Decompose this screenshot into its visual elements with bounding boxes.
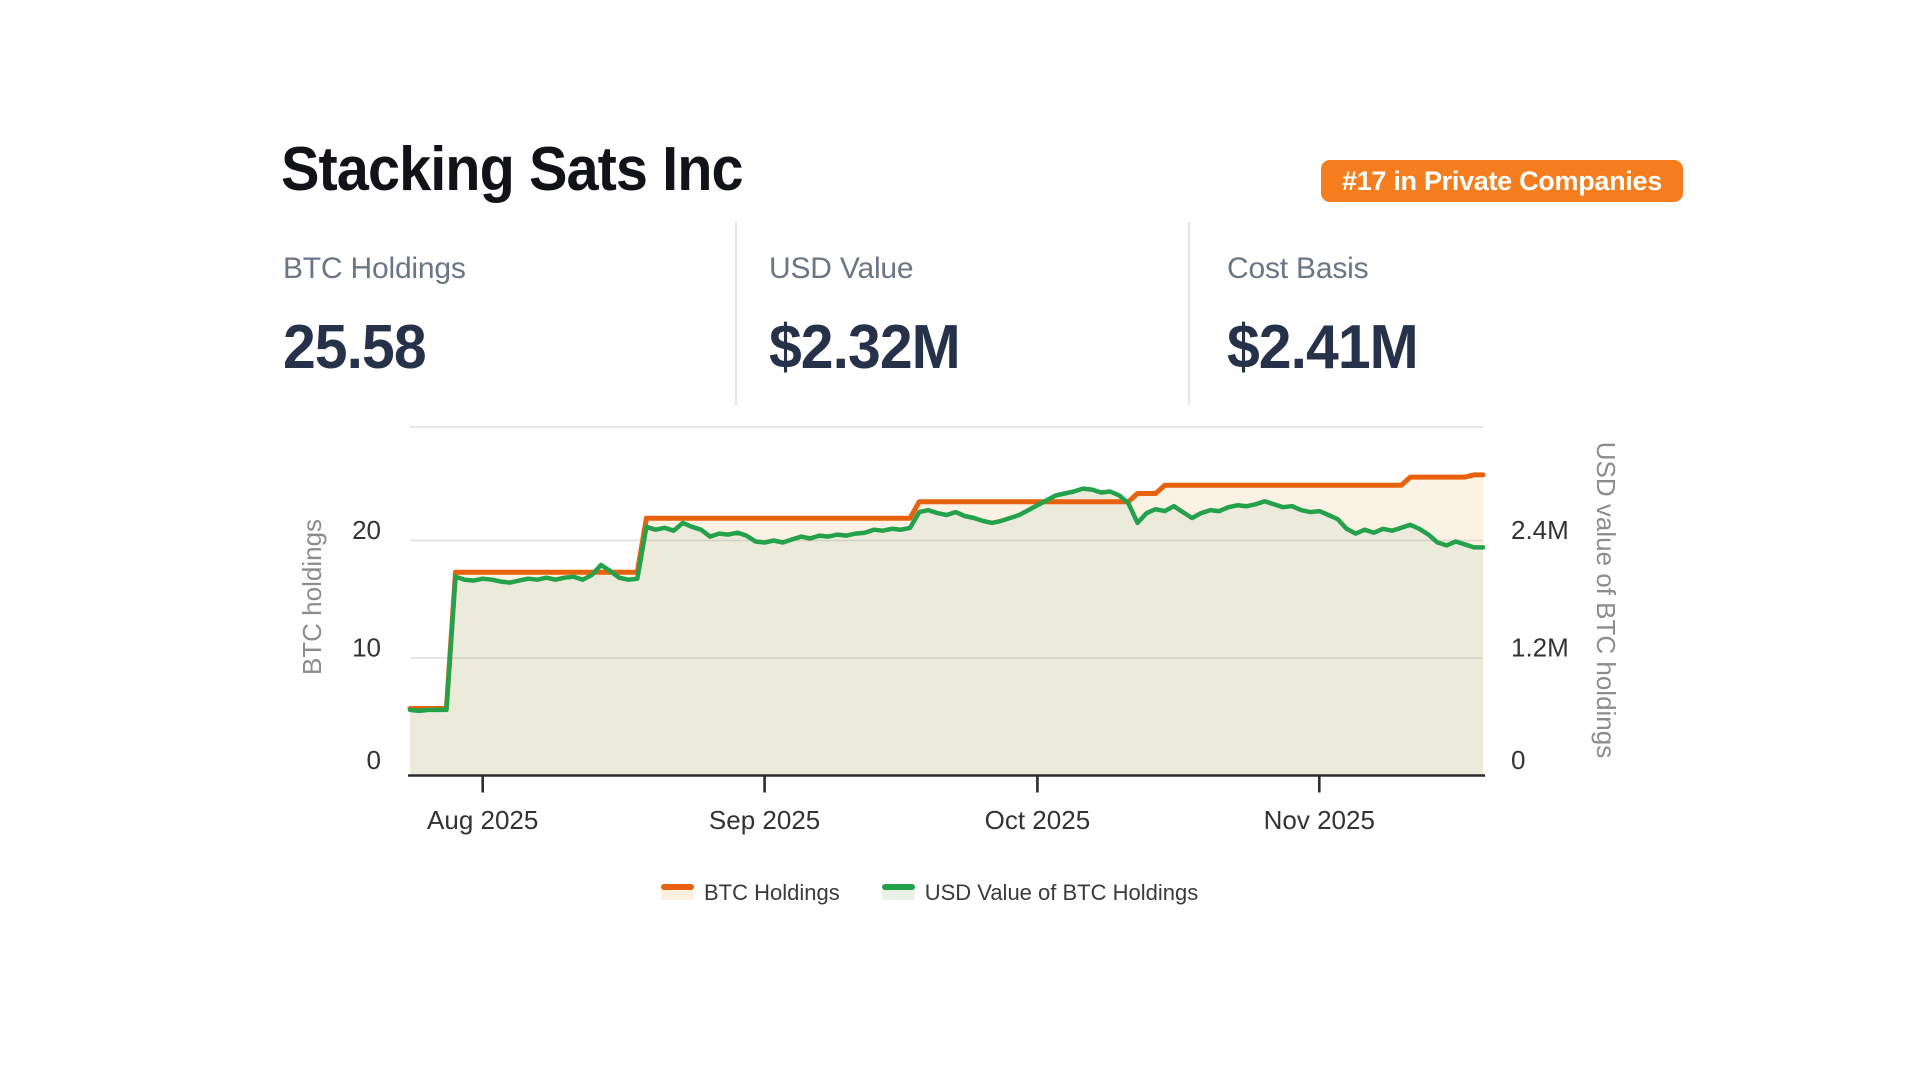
legend-swatch-icon [881,884,915,900]
x-tick-label: Oct 2025 [985,805,1091,835]
stat-label: USD Value [769,252,914,285]
x-tick-label: Sep 2025 [709,805,820,835]
stat-label: BTC Holdings [283,252,466,285]
btc-holdings-line[interactable] [407,472,1486,711]
right-tick-label: 2.4M [1511,515,1569,545]
legend-label: BTC Holdings [704,880,840,905]
legend-label: USD Value of BTC Holdings [924,880,1199,905]
chart-legend: BTC Holdings USD Value of BTC Holdings [661,879,1198,907]
stat-divider [1188,222,1190,405]
usd-area-fill [410,488,1483,776]
right-axis-title: USD value of BTC holdings [1591,442,1621,758]
stat-value: $2.32M [769,313,961,382]
stat-cost-basis: Cost Basis $2.41M [1227,252,1647,383]
left-axis-title: BTC holdings [297,519,327,675]
left-tick-label: 0 [367,745,381,775]
stat-divider [735,222,737,405]
right-tick-label: 1.2M [1511,633,1569,663]
stat-label: Cost Basis [1227,252,1369,285]
legend-item-usd-value[interactable]: USD Value of BTC Holdings [881,879,1199,907]
legend-item-btc-holdings[interactable]: BTC Holdings [661,879,840,907]
legend-swatch-icon [661,884,694,900]
page-title: Stacking Sats Inc [281,135,744,204]
right-tick-label: 0 [1511,745,1525,775]
stat-value: 25.58 [283,313,427,382]
x-tick-label: Aug 2025 [427,805,538,835]
stat-usd-value: USD Value $2.32M [769,252,1189,383]
rank-badge[interactable]: #17 in Private Companies [1321,160,1683,202]
usd-value-line[interactable] [407,486,1486,714]
stat-value: $2.41M [1227,313,1419,382]
x-tick-label: Nov 2025 [1264,805,1375,835]
left-tick-label: 20 [352,515,381,545]
left-tick-label: 10 [352,633,381,663]
stat-btc-holdings: BTC Holdings 25.58 [283,252,703,383]
